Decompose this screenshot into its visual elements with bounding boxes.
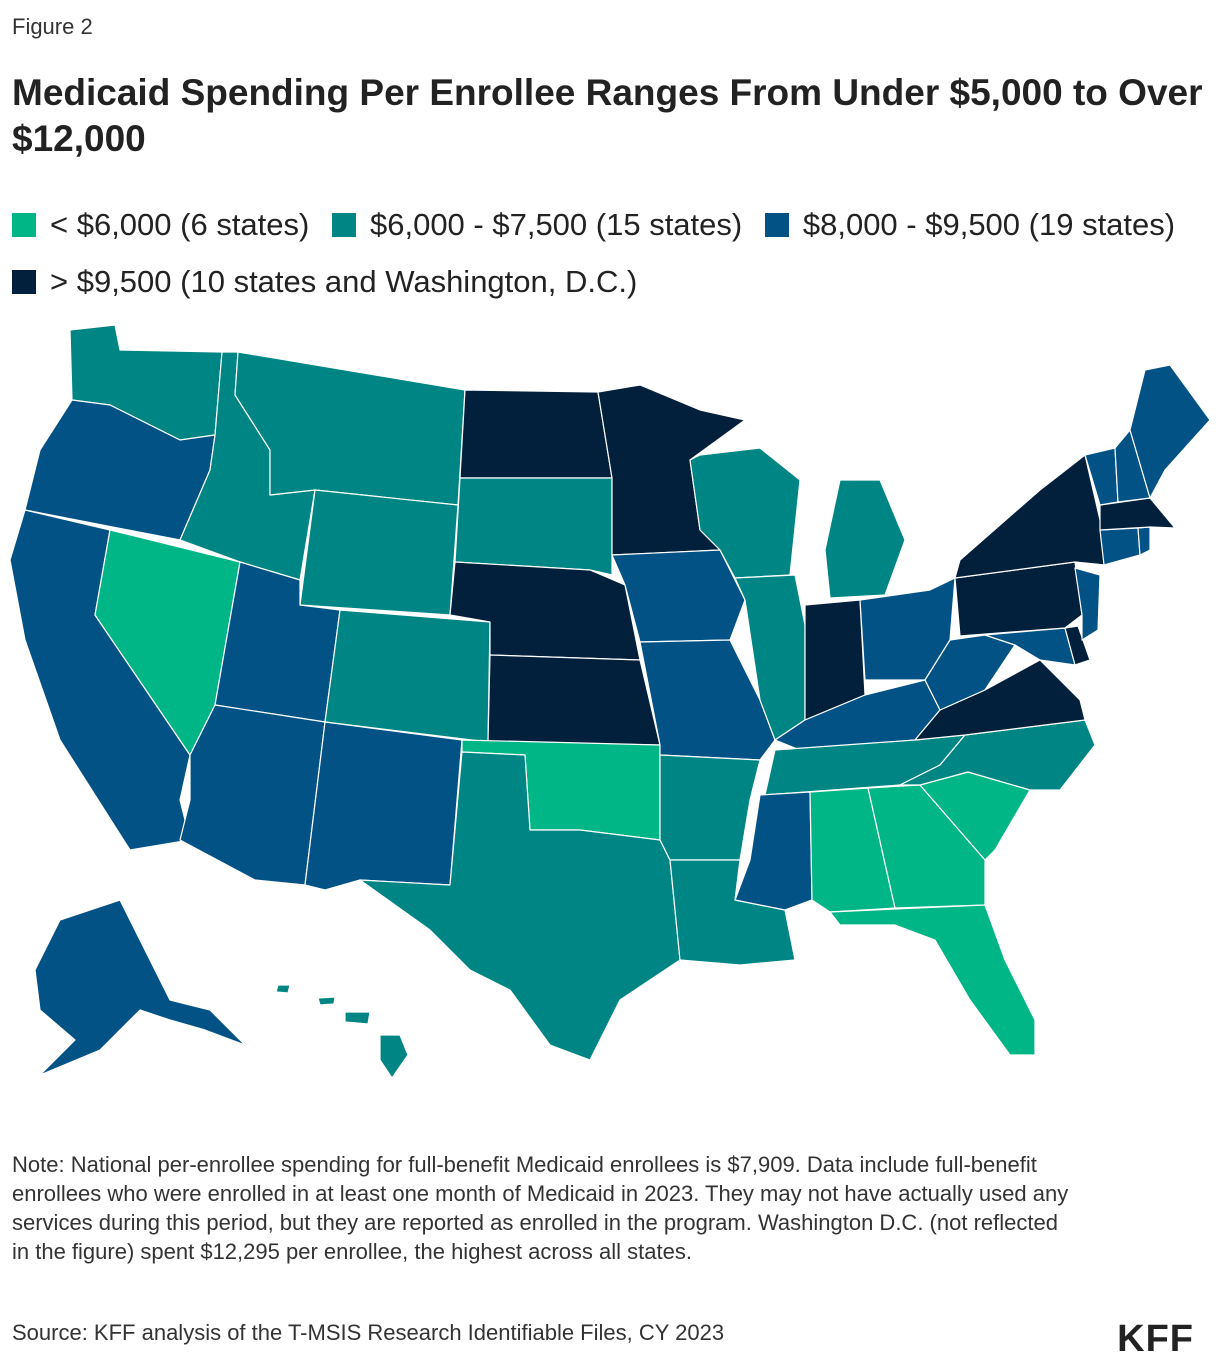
state-rhode-island[interactable] bbox=[1137, 526, 1151, 556]
state-kansas[interactable] bbox=[487, 654, 661, 746]
legend-label: > $9,500 (10 states and Washington, D.C.… bbox=[50, 264, 638, 299]
legend-item-high: > $9,500 (10 states and Washington, D.C.… bbox=[12, 253, 637, 310]
legend-label: $6,000 - $7,500 (15 states) bbox=[369, 207, 743, 242]
legend-swatch bbox=[331, 213, 356, 237]
state-connecticut[interactable] bbox=[1099, 527, 1141, 566]
legend-swatch bbox=[12, 213, 36, 237]
legend-label: $8,000 - $9,500 (19 states) bbox=[802, 207, 1176, 242]
state-north-carolina[interactable] bbox=[899, 719, 1096, 791]
state-new-jersey[interactable] bbox=[1074, 567, 1101, 641]
legend-item-midlow: $6,000 - $7,500 (15 states) bbox=[331, 196, 743, 253]
state-florida[interactable] bbox=[829, 904, 1036, 1056]
legend: < $6,000 (6 states) $6,000 - $7,500 (15 … bbox=[12, 196, 1202, 310]
state-delaware[interactable] bbox=[1064, 625, 1091, 666]
note-text: Note: National per-enrollee spending for… bbox=[12, 1152, 1069, 1264]
state-colorado[interactable] bbox=[324, 609, 491, 743]
legend-item-midhigh: $8,000 - $9,500 (19 states) bbox=[764, 196, 1176, 253]
state-alaska[interactable] bbox=[34, 899, 246, 1076]
legend-label: < $6,000 (6 states) bbox=[50, 207, 310, 242]
kff-logo: KFF bbox=[1117, 1318, 1194, 1360]
state-missouri[interactable] bbox=[639, 639, 776, 761]
state-hawaii[interactable] bbox=[275, 984, 409, 1079]
state-maine[interactable] bbox=[1129, 364, 1211, 499]
state-texas[interactable] bbox=[359, 751, 681, 1061]
source-text: Source: KFF analysis of the T-MSIS Resea… bbox=[12, 1320, 725, 1345]
legend-swatch bbox=[764, 213, 789, 237]
state-wyoming[interactable] bbox=[299, 489, 459, 616]
state-michigan[interactable] bbox=[824, 479, 906, 599]
state-new-mexico[interactable] bbox=[304, 721, 463, 891]
legend-item-low: < $6,000 (6 states) bbox=[12, 196, 309, 253]
us-map bbox=[0, 318, 1220, 1098]
state-montana[interactable] bbox=[234, 351, 466, 506]
state-south-dakota[interactable] bbox=[454, 477, 613, 576]
figure-label: Figure 2 bbox=[12, 14, 93, 39]
state-arkansas[interactable] bbox=[659, 754, 761, 861]
state-arizona[interactable] bbox=[179, 704, 326, 886]
state-north-dakota[interactable] bbox=[459, 389, 613, 479]
state-louisiana[interactable] bbox=[669, 859, 796, 966]
chart-title: Medicaid Spending Per Enrollee Ranges Fr… bbox=[12, 72, 1203, 159]
legend-swatch bbox=[12, 270, 36, 294]
us-map-svg bbox=[9, 324, 1211, 1079]
state-new-york[interactable] bbox=[954, 454, 1106, 579]
